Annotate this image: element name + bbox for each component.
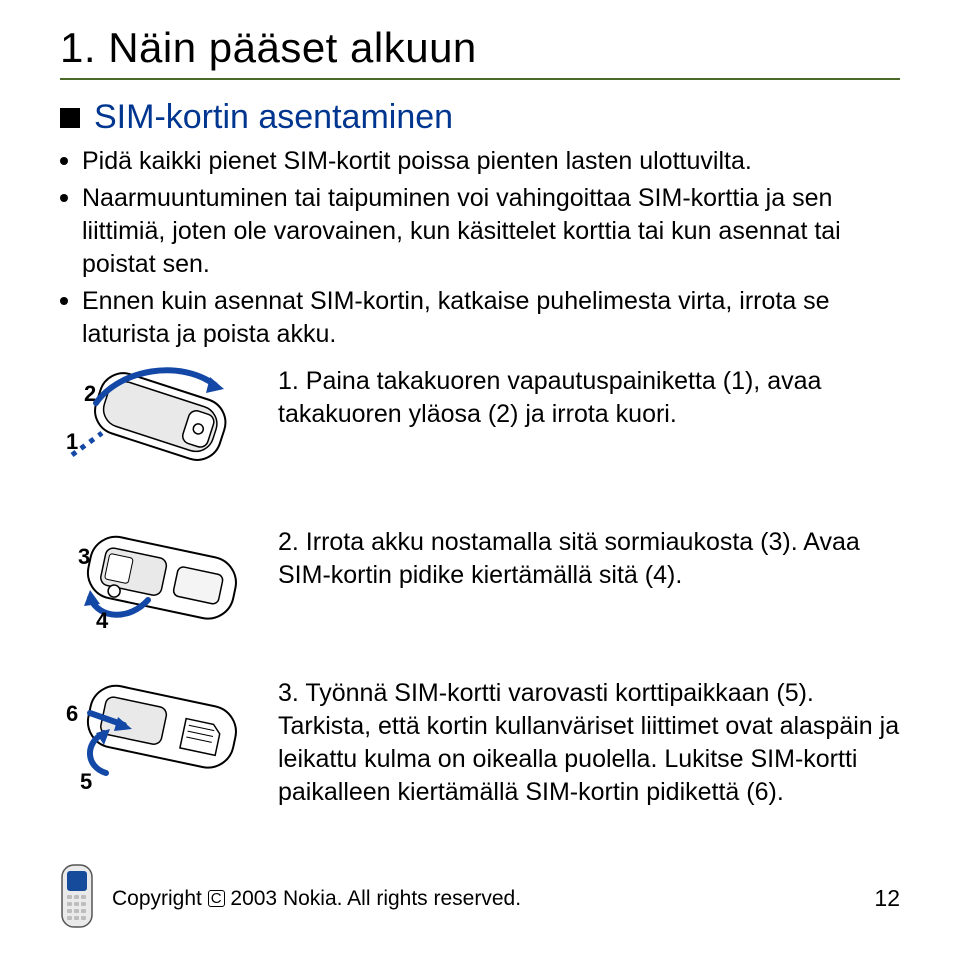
bullet-item: Ennen kuin asennat SIM-kortin, katkaise … [60, 285, 900, 351]
label-6: 6 [66, 701, 78, 726]
step-3-illustration-icon: 6 5 [60, 671, 250, 806]
bullet-list: Pidä kaikki pienet SIM-kortit poissa pie… [60, 145, 900, 351]
step-1-illustration-icon: 2 1 [60, 359, 250, 494]
page-title: 1. Näin pääset alkuun [60, 24, 900, 72]
section-heading-row: SIM-kortin asentaminen [60, 98, 900, 137]
copyright-prefix: Copyright [112, 887, 208, 910]
step-2-illustration-icon: 3 4 [60, 520, 250, 645]
bullet-item: Naarmuuntuminen tai taipuminen voi vahin… [60, 182, 900, 281]
copyright-symbol-icon: C [208, 890, 225, 907]
step-1-block: 2 1 1. Paina takakuoren vapautuspainiket… [60, 359, 900, 494]
title-underline [60, 78, 900, 80]
page-number: 12 [874, 885, 900, 912]
label-1: 1 [66, 429, 78, 454]
step-1-text: 1. Paina takakuoren vapautuspainiketta (… [278, 359, 900, 431]
copyright-text: Copyright C 2003 Nokia. All rights reser… [112, 887, 856, 911]
step-3-block: 6 5 3. Työnnä SIM-kortti varovasti kortt… [60, 671, 900, 809]
footer-phone-icon [60, 863, 94, 934]
step-2-block: 3 4 2. Irrota akku nostamalla sitä sormi… [60, 520, 900, 645]
step-3-text: 3. Työnnä SIM-kortti varovasti korttipai… [278, 671, 900, 809]
step-2-text: 2. Irrota akku nostamalla sitä sormiauko… [278, 520, 900, 592]
label-4: 4 [96, 608, 109, 633]
label-5: 5 [80, 769, 92, 794]
page-footer: Copyright C 2003 Nokia. All rights reser… [60, 863, 900, 934]
manual-page: 1. Näin pääset alkuun SIM-kortin asentam… [0, 0, 960, 954]
label-3: 3 [78, 544, 90, 569]
bullet-item: Pidä kaikki pienet SIM-kortit poissa pie… [60, 145, 900, 178]
square-bullet-icon [60, 108, 80, 128]
copyright-suffix: 2003 Nokia. All rights reserved. [225, 887, 521, 910]
section-heading: SIM-kortin asentaminen [94, 98, 453, 137]
